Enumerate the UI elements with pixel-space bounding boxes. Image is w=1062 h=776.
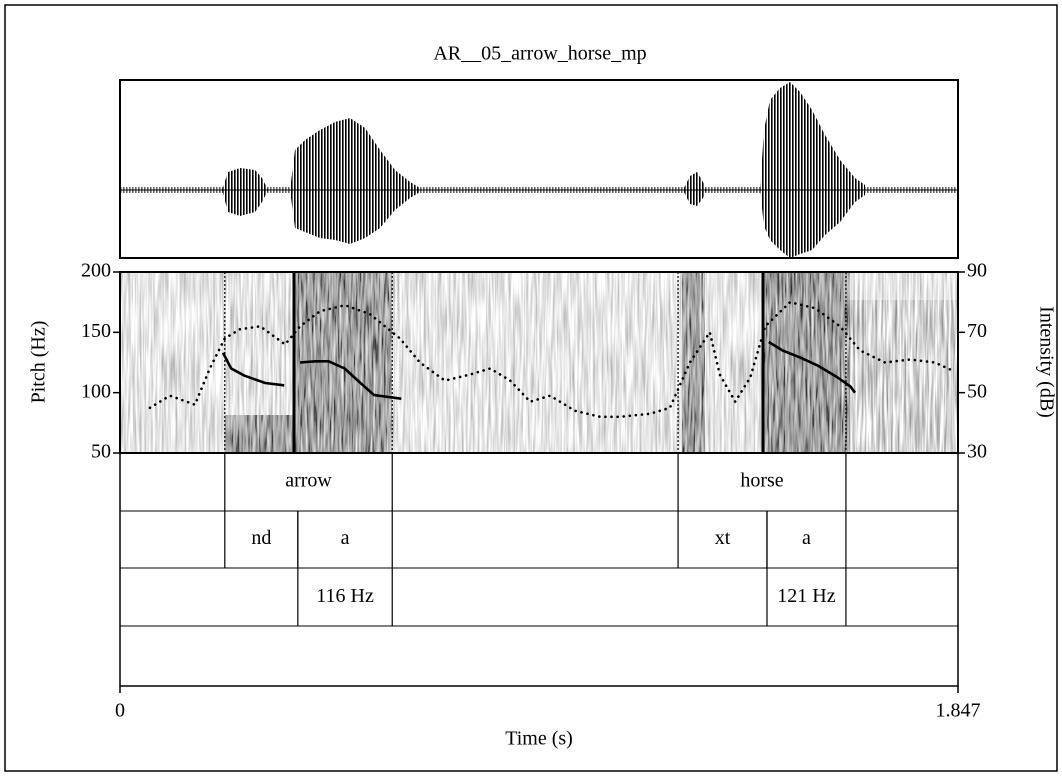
x-tick-label: 0 [115, 700, 125, 722]
tier-label: a [802, 527, 811, 549]
tier-label: horse [740, 469, 783, 491]
tier-label: a [341, 527, 350, 549]
y-tick-label: 150 [81, 320, 111, 342]
pitch-curve [221, 352, 285, 387]
textgrid [119, 452, 959, 687]
y-tick-label: 100 [81, 380, 111, 402]
x-tick-label: 1.847 [936, 700, 981, 722]
tier-label: 121 Hz [777, 585, 835, 607]
y2-axis-label: Intensity (dB) [1035, 306, 1057, 418]
x-axis-label: Time (s) [505, 728, 573, 750]
y2-tick-label: 30 [967, 441, 987, 463]
pitch-curve [768, 340, 857, 394]
y-axis-label: Pitch (Hz) [28, 321, 50, 404]
y-tick-label: 50 [91, 441, 111, 463]
tier-label: arrow [285, 469, 332, 491]
tier-label: 116 Hz [316, 585, 374, 607]
y2-tick-label: 50 [967, 380, 987, 402]
y-tick-label: 200 [81, 260, 111, 282]
y2-tick-label: 90 [967, 260, 987, 282]
frame [4, 4, 1058, 772]
tier-label: nd [251, 527, 271, 549]
tier-label: xt [715, 527, 731, 549]
intensity-curve [148, 300, 957, 419]
y2-tick-label: 70 [967, 320, 987, 342]
spectrogram [120, 272, 958, 453]
chart-title: AR__05_arrow_horse_mp [433, 43, 646, 65]
pitch-curve [299, 360, 402, 400]
waveform [119, 79, 959, 259]
